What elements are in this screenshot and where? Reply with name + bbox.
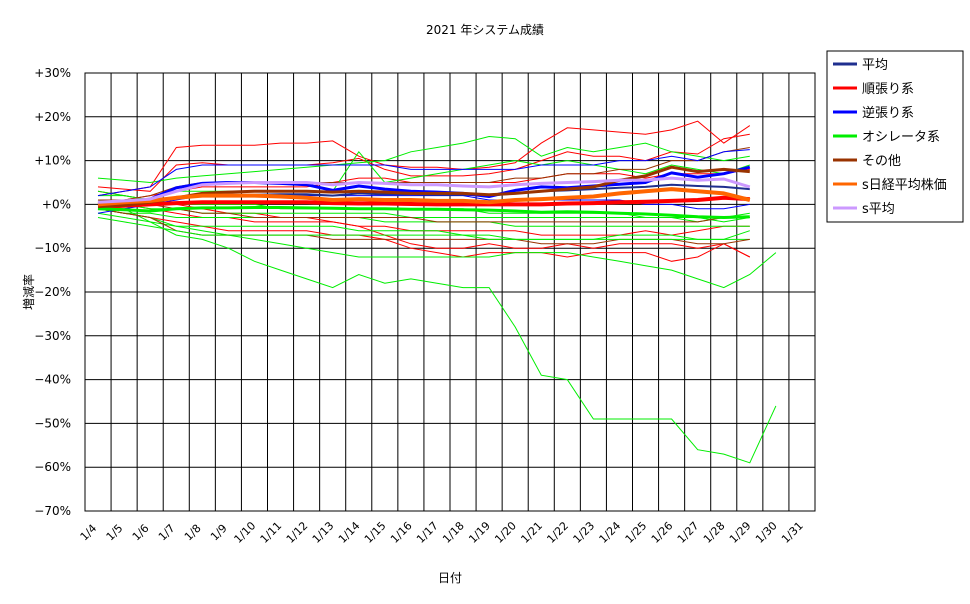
x-tick-label: 1/13 xyxy=(310,519,337,546)
y-tick-label: −50% xyxy=(34,416,71,430)
x-tick-label: 1/29 xyxy=(727,519,754,546)
x-tick-label: 1/23 xyxy=(571,519,598,546)
x-tick-label: 1/21 xyxy=(518,519,545,546)
y-tick-label: +20% xyxy=(34,110,71,124)
legend-label: s日経平均株価 xyxy=(862,178,947,193)
y-axis-label: 増減率 xyxy=(21,274,36,310)
x-tick-label: 1/30 xyxy=(753,519,780,546)
individual-system-line xyxy=(97,135,750,184)
y-axis-ticks: +30% +20% +10% +0% −10% −20% −30% −40% −50% −60% −… xyxy=(34,66,71,518)
x-tick-label: 1/7 xyxy=(156,522,178,544)
x-tick-label: 1/11 xyxy=(258,519,285,546)
series-line xyxy=(97,176,751,204)
individual-system-line xyxy=(98,150,750,201)
y-tick-label: −10% xyxy=(34,241,71,255)
x-tick-label: 1/15 xyxy=(362,519,389,546)
x-tick-label: 1/16 xyxy=(388,519,415,546)
series-line xyxy=(97,206,750,219)
x-axis-label: 日付 xyxy=(438,571,462,585)
individual-system-line xyxy=(98,199,750,223)
series-line xyxy=(97,187,751,207)
individual-system-line xyxy=(97,120,751,197)
x-tick-label: 1/24 xyxy=(597,519,624,546)
individual-system-line xyxy=(97,149,750,197)
y-tick-label: −60% xyxy=(34,460,71,474)
x-tick-label: 1/5 xyxy=(104,522,126,544)
individual-system-line xyxy=(97,208,777,289)
chart-title: 2021 年システム成績 xyxy=(426,23,544,37)
y-tick-label: −70% xyxy=(34,504,71,518)
plot-frame xyxy=(84,72,816,512)
y-tick-label: −30% xyxy=(34,329,71,343)
x-tick-label: 1/10 xyxy=(232,519,259,546)
individual-system-line xyxy=(97,203,777,464)
y-tick-label: −20% xyxy=(34,285,71,299)
legend-label: オシレータ系 xyxy=(862,130,940,145)
individual-system-line xyxy=(97,212,750,240)
series-line xyxy=(97,195,750,209)
x-axis-ticks: 1/4 1/5 1/6 1/7 1/8 1/9 1/10 1/11 1/12 1/13 1/14 1/… xyxy=(78,519,806,546)
y-tick-label: +30% xyxy=(34,66,71,80)
individual-system-line xyxy=(97,217,750,240)
x-tick-label: 1/4 xyxy=(78,522,100,544)
legend-label: 逆張り系 xyxy=(862,105,914,121)
individual-system-line xyxy=(97,208,751,262)
x-tick-label: 1/26 xyxy=(649,519,676,546)
summary-series-lines xyxy=(97,165,751,219)
x-tick-label: 1/8 xyxy=(182,522,204,544)
y-tick-label: −40% xyxy=(34,373,71,387)
x-tick-label: 1/19 xyxy=(466,519,493,546)
individual-system-line xyxy=(97,208,750,227)
legend-label: s平均 xyxy=(862,202,895,217)
x-tick-label: 1/17 xyxy=(414,519,441,546)
x-tick-label: 1/31 xyxy=(779,519,806,546)
grid-lines xyxy=(85,73,815,511)
legend-label: その他 xyxy=(862,154,901,169)
x-tick-label: 1/14 xyxy=(336,519,363,546)
x-tick-label: 1/27 xyxy=(675,519,702,546)
x-tick-label: 1/22 xyxy=(544,519,571,546)
y-tick-label: +0% xyxy=(42,197,71,211)
x-tick-label: 1/9 xyxy=(208,522,230,544)
legend-label: 順張り系 xyxy=(862,82,914,97)
legend-label: 平均 xyxy=(862,58,888,73)
x-tick-label: 1/6 xyxy=(130,522,152,544)
individual-system-line xyxy=(97,190,751,258)
series-line xyxy=(97,165,750,209)
x-tick-label: 1/28 xyxy=(701,519,728,546)
x-tick-label: 1/25 xyxy=(623,519,650,546)
x-tick-label: 1/20 xyxy=(492,519,519,546)
x-tick-label: 1/18 xyxy=(440,519,467,546)
x-tick-label: 1/12 xyxy=(284,519,311,546)
y-tick-label: +10% xyxy=(34,154,71,168)
